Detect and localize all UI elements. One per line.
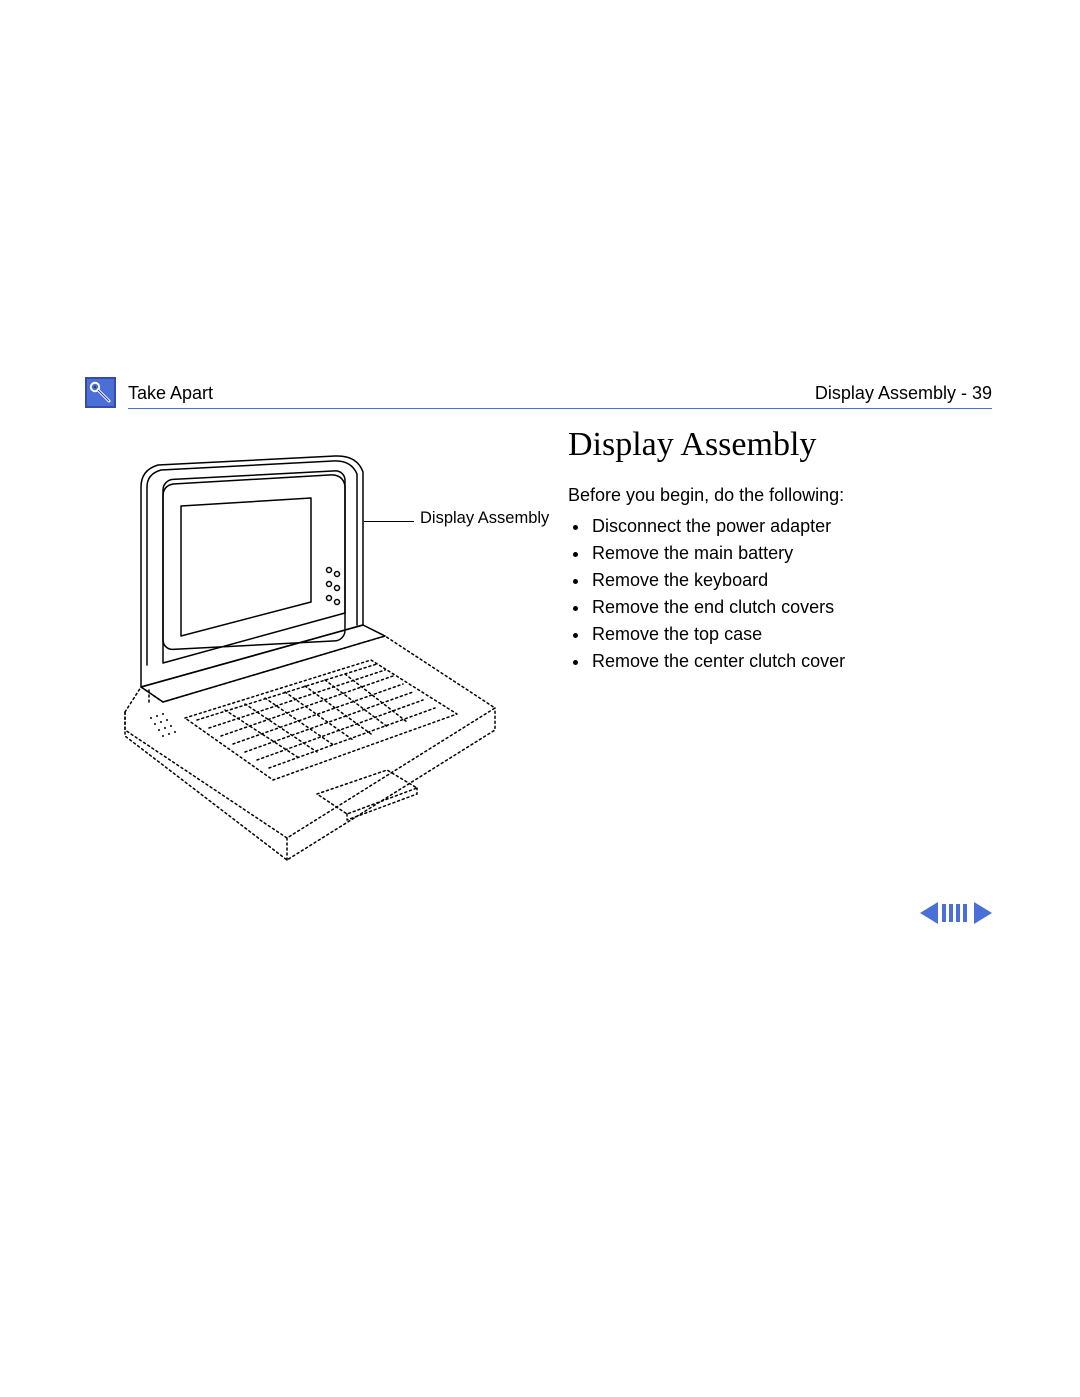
steps-list: Disconnect the power adapter Remove the …: [568, 513, 980, 675]
section-icon[interactable]: [85, 377, 116, 408]
nav-page-bars-icon: [942, 904, 967, 922]
list-item: Remove the top case: [590, 621, 980, 648]
header-divider: [128, 408, 992, 409]
nav-prev-icon[interactable]: [920, 902, 938, 924]
page-title: Display Assembly: [568, 426, 980, 464]
page-nav: [920, 900, 992, 931]
list-item: Remove the end clutch covers: [590, 594, 980, 621]
list-item: Remove the main battery: [590, 540, 980, 567]
list-item: Remove the keyboard: [590, 567, 980, 594]
section-name: Take Apart: [128, 383, 213, 404]
diagram-callout-label: Display Assembly: [420, 509, 549, 528]
diagram-callout-line: [364, 521, 414, 522]
list-item: Remove the center clutch cover: [590, 648, 980, 675]
nav-next-icon[interactable]: [974, 902, 992, 924]
page: Take Apart Display Assembly - 39: [0, 0, 1080, 1397]
intro-text: Before you begin, do the following:: [568, 482, 980, 509]
list-item: Disconnect the power adapter: [590, 513, 980, 540]
content-column: Display Assembly Before you begin, do th…: [568, 426, 980, 675]
page-number-label: Display Assembly - 39: [815, 383, 992, 404]
